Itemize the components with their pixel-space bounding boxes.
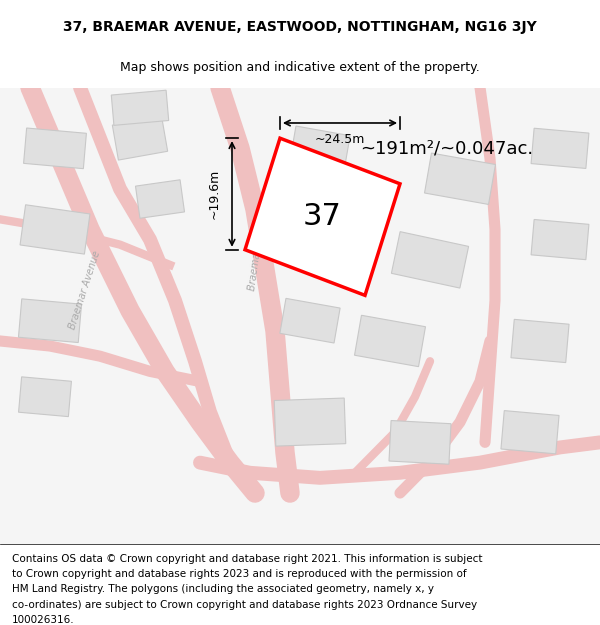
Polygon shape [23,128,86,169]
Polygon shape [389,421,451,464]
Polygon shape [355,315,425,367]
Polygon shape [511,319,569,362]
Text: ~191m²/~0.047ac.: ~191m²/~0.047ac. [360,139,533,158]
Polygon shape [136,180,185,218]
Polygon shape [112,116,167,160]
Polygon shape [531,128,589,169]
Text: HM Land Registry. The polygons (including the associated geometry, namely x, y: HM Land Registry. The polygons (includin… [12,584,434,594]
Text: 37, BRAEMAR AVENUE, EASTWOOD, NOTTINGHAM, NG16 3JY: 37, BRAEMAR AVENUE, EASTWOOD, NOTTINGHAM… [63,20,537,34]
Text: ~19.6m: ~19.6m [208,169,221,219]
Polygon shape [19,299,82,343]
Polygon shape [531,219,589,260]
Text: Braemar Avenue: Braemar Avenue [68,250,103,331]
Text: 100026316.: 100026316. [12,615,74,625]
Polygon shape [111,90,169,126]
Text: Contains OS data © Crown copyright and database right 2021. This information is : Contains OS data © Crown copyright and d… [12,554,482,564]
Text: ~24.5m: ~24.5m [315,132,365,146]
Text: co-ordinates) are subject to Crown copyright and database rights 2023 Ordnance S: co-ordinates) are subject to Crown copyr… [12,600,477,610]
Polygon shape [19,377,71,417]
Polygon shape [290,207,350,252]
Polygon shape [391,232,469,288]
Polygon shape [501,411,559,454]
Polygon shape [274,398,346,446]
Text: 37: 37 [303,202,342,231]
Text: Map shows position and indicative extent of the property.: Map shows position and indicative extent… [120,61,480,74]
Polygon shape [425,153,496,204]
Polygon shape [280,298,340,343]
Polygon shape [20,205,90,254]
Polygon shape [245,138,400,296]
Text: to Crown copyright and database rights 2023 and is reproduced with the permissio: to Crown copyright and database rights 2… [12,569,467,579]
Text: Braemar Avenue: Braemar Avenue [247,208,269,291]
Polygon shape [290,126,350,171]
